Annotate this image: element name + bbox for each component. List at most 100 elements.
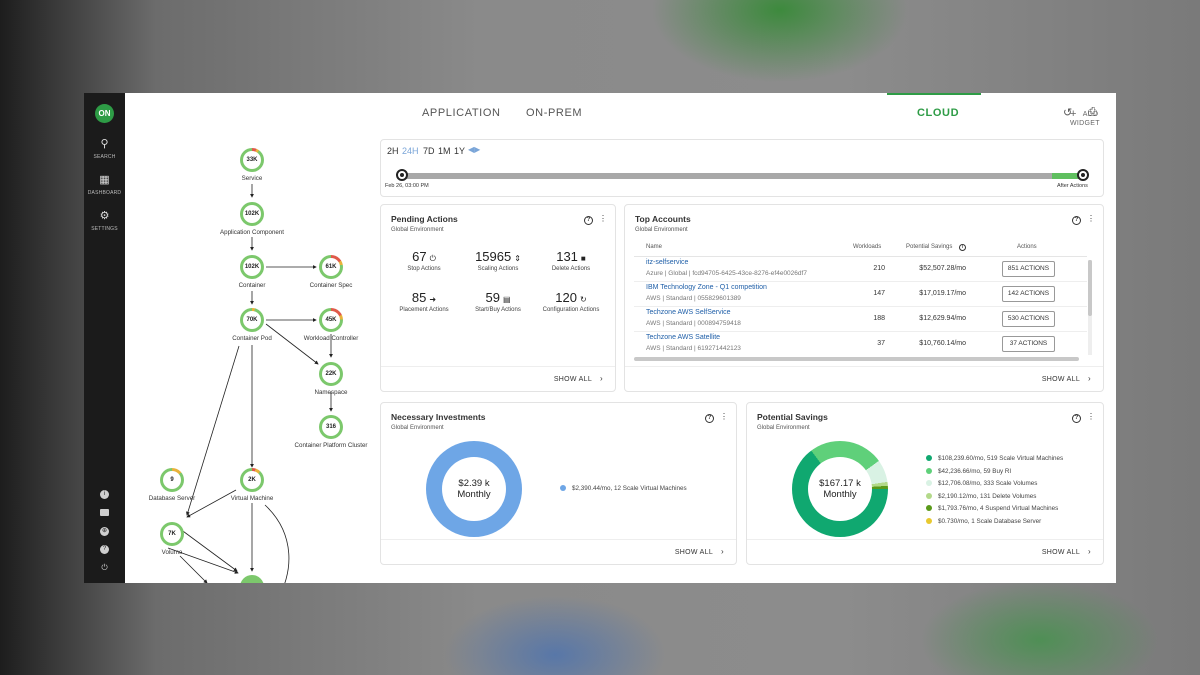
pending-actions-title: Pending Actions (391, 214, 458, 224)
topology-node-volume[interactable]: 7K (160, 522, 184, 546)
topology-node-app-component[interactable]: 102K (240, 202, 264, 226)
action-configuration[interactable]: 120 ↻ Configuration Actions (531, 290, 611, 313)
investments-donut-chart[interactable]: $2.39 k Monthly (426, 441, 522, 537)
account-name-link[interactable]: Techzone AWS SelfService (646, 309, 731, 316)
tab-cloud[interactable]: CLOUD (917, 107, 960, 119)
mail-icon[interactable] (100, 509, 109, 516)
horizontal-scrollbar[interactable] (634, 357, 1079, 361)
timeline-track[interactable] (401, 173, 1081, 179)
account-actions-button[interactable]: 530 ACTIONS (1002, 311, 1055, 327)
topology-node-database-server[interactable]: 9 (160, 468, 184, 492)
legend-item[interactable]: $2,190.12/mo, 131 Delete Volumes (926, 492, 1036, 500)
logo[interactable]: ON (95, 104, 114, 123)
legend-swatch (926, 455, 932, 461)
timeframe-7d[interactable]: 7D (423, 146, 435, 156)
globe-icon[interactable]: ⊕ (100, 527, 109, 536)
topology-node-container-pod[interactable]: 70K (240, 308, 264, 332)
timeline-start-handle[interactable] (396, 169, 408, 181)
help-icon[interactable]: ? (705, 412, 714, 423)
show-all-label: SHOW ALL (1041, 549, 1081, 556)
account-name-link[interactable]: IBM Technology Zone - Q1 competition (646, 284, 767, 291)
help-icon[interactable]: ? (100, 545, 109, 554)
history-icon[interactable]: ↺ (1063, 107, 1073, 119)
help-icon[interactable]: ? (1072, 412, 1081, 423)
help-icon[interactable]: ? (584, 214, 593, 225)
topology-node-virtual-machine[interactable]: 2K (240, 468, 264, 492)
action-label: Delete Actions (551, 266, 591, 272)
legend-swatch (926, 505, 932, 511)
node-count: 2K (243, 471, 261, 489)
potential-savings-subtitle: Global Environment (757, 425, 810, 431)
legend-item[interactable]: $2,390.44/mo, 12 Scale Virtual Machines (560, 485, 687, 492)
action-delete[interactable]: 131 ■ Delete Actions (531, 249, 611, 272)
tab-on-prem[interactable]: ON-PREM (526, 107, 583, 119)
dashboard-icon: ▦ (99, 174, 110, 186)
account-actions-button[interactable]: 851 ACTIONS (1002, 261, 1055, 277)
action-placement[interactable]: 85 ➜ Placement Actions (384, 290, 464, 313)
action-start-buy[interactable]: 59 ▤ Start/Buy Actions (458, 290, 538, 313)
node-count: 102K (243, 258, 261, 276)
power-icon[interactable]: ⏻ (101, 563, 108, 572)
help-icon[interactable]: ? (1072, 214, 1081, 225)
legend-item[interactable]: $108,239.60/mo, 519 Scale Virtual Machin… (926, 455, 1063, 462)
action-label: Scaling Actions (477, 266, 519, 272)
timeline-end-handle[interactable] (1077, 169, 1089, 181)
account-workloads: 37 (877, 340, 885, 347)
nav-search-label: SEARCH (93, 154, 116, 160)
timeframe-1m[interactable]: 1M (438, 146, 451, 156)
savings-donut-chart[interactable]: $167.17 k Monthly (792, 441, 888, 537)
node-label: Workload Controller (303, 335, 359, 342)
topology-node-container-spec[interactable]: 61K (319, 255, 343, 279)
timeline-nav-icon[interactable]: ◀▶ (468, 145, 481, 154)
legend-item[interactable]: $12,706.08/mo, 333 Scale Volumes (926, 480, 1037, 487)
nav-settings[interactable]: ⚙ SETTINGS (84, 210, 125, 232)
table-header-divider (634, 256, 1087, 257)
timeframe-24h[interactable]: 24H (402, 146, 419, 156)
action-label: Configuration Actions (542, 307, 600, 313)
column-potential-savings[interactable]: Potential Savings (906, 244, 953, 250)
topology-node-container[interactable]: 102K (240, 255, 264, 279)
nav-dashboard[interactable]: ▦ DASHBOARD (84, 174, 125, 196)
account-name-link[interactable]: Techzone AWS Satellite (646, 334, 721, 341)
node-label: Volume (161, 549, 183, 556)
show-all-button[interactable]: SHOW ALL › (675, 547, 724, 556)
add-widget-button[interactable]: + ADD WIDGET (1070, 108, 1116, 127)
more-menu-icon[interactable]: ⋮ (720, 412, 728, 421)
column-workloads[interactable]: Workloads (853, 244, 882, 250)
node-label: Container Platform Cluster (294, 442, 368, 449)
account-name-link[interactable]: itz-selfservice (646, 259, 689, 266)
legend-item[interactable]: $1,793.76/mo, 4 Suspend Virtual Machines (926, 505, 1058, 512)
more-menu-icon[interactable]: ⋮ (599, 214, 607, 223)
timeframe-1y[interactable]: 1Y (454, 146, 466, 156)
account-actions-button[interactable]: 37 ACTIONS (1002, 336, 1055, 352)
account-details: AWS | Standard | 000894759418 (646, 320, 741, 327)
action-scaling[interactable]: 15965 ⇕ Scaling Actions (458, 249, 538, 272)
topology-node-namespace[interactable]: 22K (319, 362, 343, 386)
action-label: Stop Actions (407, 266, 441, 272)
print-icon[interactable]: ⎙ (1088, 106, 1097, 118)
info-icon[interactable]: i (100, 490, 109, 499)
timeframe-2h[interactable]: 2H (387, 146, 399, 156)
legend-swatch (926, 517, 932, 524)
action-stop[interactable]: 67 ⏻ Stop Actions (384, 249, 464, 272)
show-all-button[interactable]: SHOW ALL › (1042, 374, 1091, 383)
legend-item[interactable]: $0.730/mo, 1 Scale Database Server (926, 517, 1041, 525)
more-menu-icon[interactable]: ⋮ (1087, 214, 1095, 223)
topology-node-partial[interactable] (240, 575, 264, 583)
tab-application[interactable]: APPLICATION (422, 107, 501, 119)
show-all-button[interactable]: SHOW ALL › (1042, 547, 1091, 556)
legend-item[interactable]: $42,236.66/mo, 59 Buy RI (926, 467, 1011, 475)
column-name[interactable]: Name (646, 244, 663, 250)
account-actions-button[interactable]: 142 ACTIONS (1002, 286, 1055, 302)
chevron-right-icon: › (1088, 547, 1091, 556)
topology-node-workload-controller[interactable]: 45K (319, 308, 343, 332)
topology-node-service[interactable]: 33K (240, 148, 264, 172)
legend-swatch (926, 467, 932, 474)
more-menu-icon[interactable]: ⋮ (1087, 412, 1095, 421)
table-row: Techzone AWS SelfService AWS | Standard … (634, 307, 1087, 332)
account-savings: $10,760.14/mo (919, 340, 966, 347)
vertical-scrollbar[interactable] (1088, 260, 1092, 355)
show-all-button[interactable]: SHOW ALL › (554, 374, 603, 383)
nav-search[interactable]: ⚲ SEARCH (84, 138, 125, 160)
topology-node-container-platform-cluster[interactable]: 316 (319, 415, 343, 439)
